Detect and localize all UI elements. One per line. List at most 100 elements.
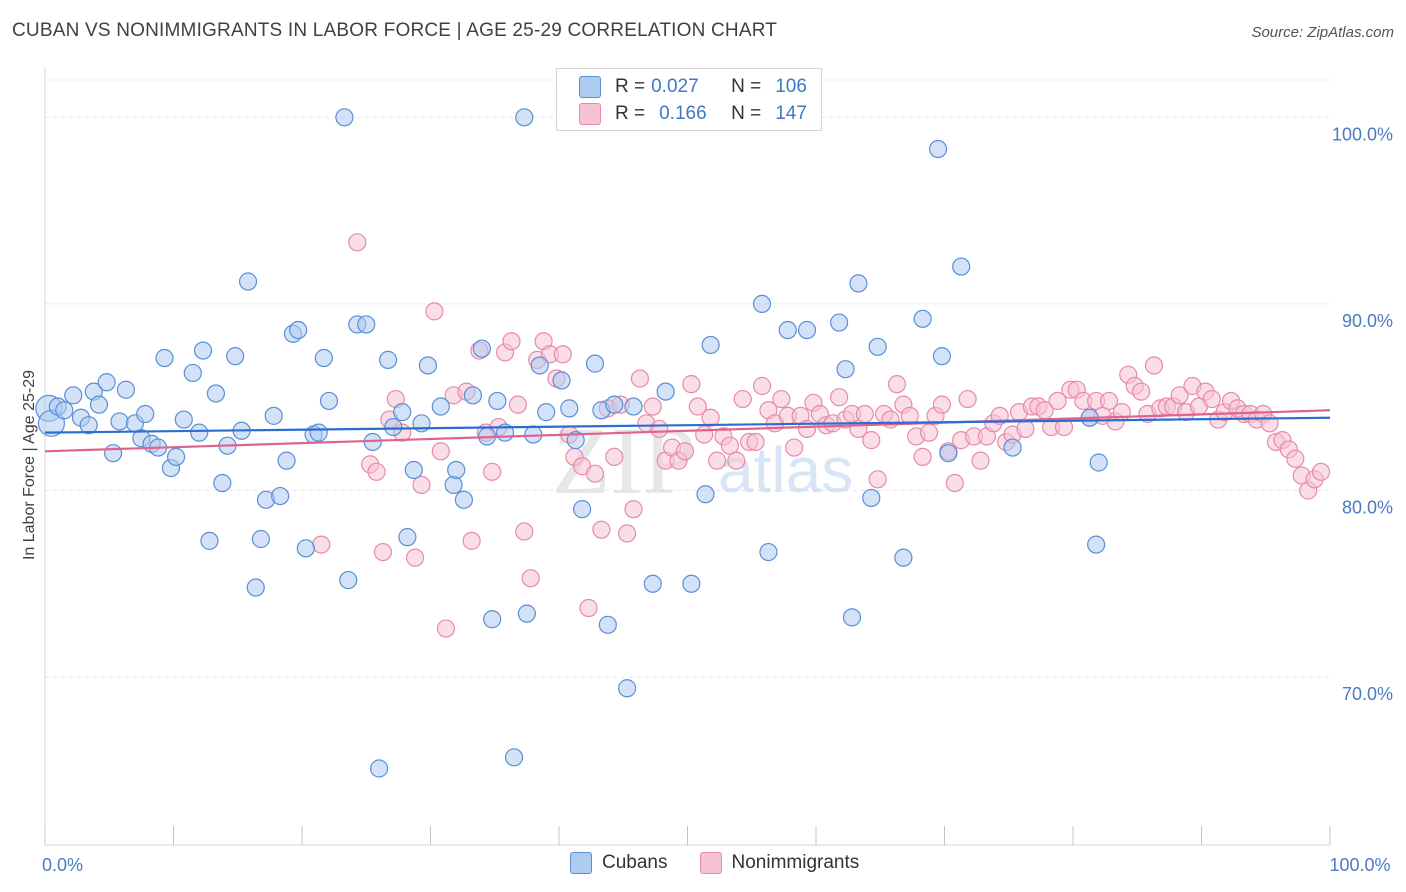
x-tick-label: 100.0% [1329, 855, 1390, 875]
nonimmigrants-point [630, 369, 650, 388]
legend-r-value: 0.166 [659, 103, 707, 124]
y-tick-label: 70.0% [1342, 684, 1393, 704]
cubans-point [190, 423, 209, 442]
cubans-point [778, 320, 797, 340]
cubans-point [849, 274, 868, 293]
series-label-cubans: Cubans [602, 852, 668, 873]
cubans-point [605, 395, 624, 414]
cubans-point [110, 412, 129, 431]
nonimmigrants-trend-line [44, 409, 1331, 453]
nonimmigrants-point [618, 524, 637, 543]
nonimmigrants-point [752, 376, 772, 396]
cubans-point [444, 475, 463, 494]
cubans-point [155, 348, 174, 368]
nonimmigrants-point [483, 462, 502, 481]
cubans-point [472, 339, 491, 358]
cubans-point [335, 108, 354, 127]
cubans-point [643, 574, 662, 593]
cubans-point [624, 397, 643, 416]
cubans-point [277, 451, 296, 470]
cubans-point [488, 391, 507, 411]
series-legend-cubans[interactable]: Cubans [570, 852, 668, 874]
nonimmigrants-point [945, 473, 964, 493]
legend-n-label: N = [731, 103, 762, 124]
cubans-points [35, 108, 1108, 778]
legend-swatch-cubans [579, 76, 601, 98]
nonimmigrants-point [312, 535, 331, 554]
cubans-point [183, 363, 202, 383]
series-swatch-cubans [570, 852, 592, 874]
nonimmigrants-point [1144, 356, 1164, 375]
cubans-point [370, 759, 389, 778]
cubans-point [393, 403, 412, 422]
nonimmigrants-point [785, 438, 804, 457]
cubans-point [836, 360, 855, 379]
nonimmigrants-point [688, 397, 707, 416]
legend-n-value: 147 [775, 103, 807, 124]
nonimmigrants-point [405, 548, 425, 567]
y-tick-label: 100.0% [1332, 124, 1393, 144]
cubans-point [573, 500, 592, 519]
nonimmigrants-point [348, 233, 367, 252]
nonimmigrants-point [701, 408, 720, 427]
y-tick-label: 80.0% [1342, 497, 1393, 517]
nonimmigrants-point [508, 395, 527, 414]
cubans-point [797, 320, 817, 340]
nonimmigrants-point [373, 542, 393, 562]
nonimmigrants-point [553, 345, 572, 364]
nonimmigrants-point [958, 389, 977, 409]
nonimmigrants-point [695, 425, 714, 444]
stats-legend: R = 0.027 N = 106 R = 0.166 N = 147 [556, 68, 822, 131]
cubans-point [384, 417, 403, 437]
cubans-point [759, 542, 778, 562]
nonimmigrants-point [624, 500, 643, 519]
cubans-point [431, 397, 450, 416]
cubans-point [585, 354, 605, 373]
nonimmigrants-point [1099, 391, 1119, 411]
series-legend: Cubans Nonimmigrants [570, 852, 891, 874]
nonimmigrants-point [1170, 386, 1189, 405]
cubans-point [483, 610, 502, 629]
cubans-point [200, 531, 219, 550]
nonimmigrants-point [887, 375, 907, 394]
nonimmigrants-point [682, 375, 701, 394]
legend-row-cubans: R = 0.027 N = 106 [579, 74, 807, 100]
nonimmigrants-point [707, 451, 727, 470]
nonimmigrants-point [1048, 391, 1067, 411]
tick-labels: 70.0% 80.0% 90.0% 100.0% 0.0% 100.0% [42, 124, 1393, 875]
cubans-point [928, 139, 948, 159]
cubans-point [314, 348, 333, 368]
series-legend-nonimmigrants[interactable]: Nonimmigrants [699, 852, 859, 874]
cubans-point [463, 386, 483, 405]
legend-row-nonimmigrants: R = 0.166 N = 147 [579, 101, 807, 127]
cubans-point [1087, 535, 1106, 554]
cubans-point [174, 410, 193, 429]
cubans-point [504, 748, 524, 767]
cubans-point [952, 257, 971, 276]
cubans-point [398, 528, 417, 547]
nonimmigrants-point [425, 302, 444, 321]
cubans-point [136, 404, 155, 424]
cubans-point [309, 423, 328, 442]
nonimmigrants-point [733, 389, 752, 409]
cubans-point [238, 272, 258, 291]
cubans-point [447, 460, 466, 480]
axes [44, 68, 1331, 846]
nonimmigrants-point [515, 522, 534, 541]
cubans-point [894, 548, 913, 567]
nonimmigrants-point [412, 475, 431, 494]
cubans-point [1003, 438, 1022, 457]
cubans-trend-line [44, 416, 1331, 434]
nonimmigrants-point [727, 451, 746, 470]
cubans-point [598, 615, 617, 634]
cubans-point [939, 444, 958, 463]
cubans-point [537, 403, 556, 422]
cubans-point [226, 347, 245, 366]
cubans-point [418, 356, 438, 375]
nonimmigrants-point [919, 423, 939, 442]
trend-lines [44, 409, 1331, 453]
series-swatch-nonimmigrants [699, 852, 722, 874]
cubans-point [213, 473, 232, 493]
cubans-point [264, 406, 283, 425]
cubans-point [517, 604, 536, 623]
